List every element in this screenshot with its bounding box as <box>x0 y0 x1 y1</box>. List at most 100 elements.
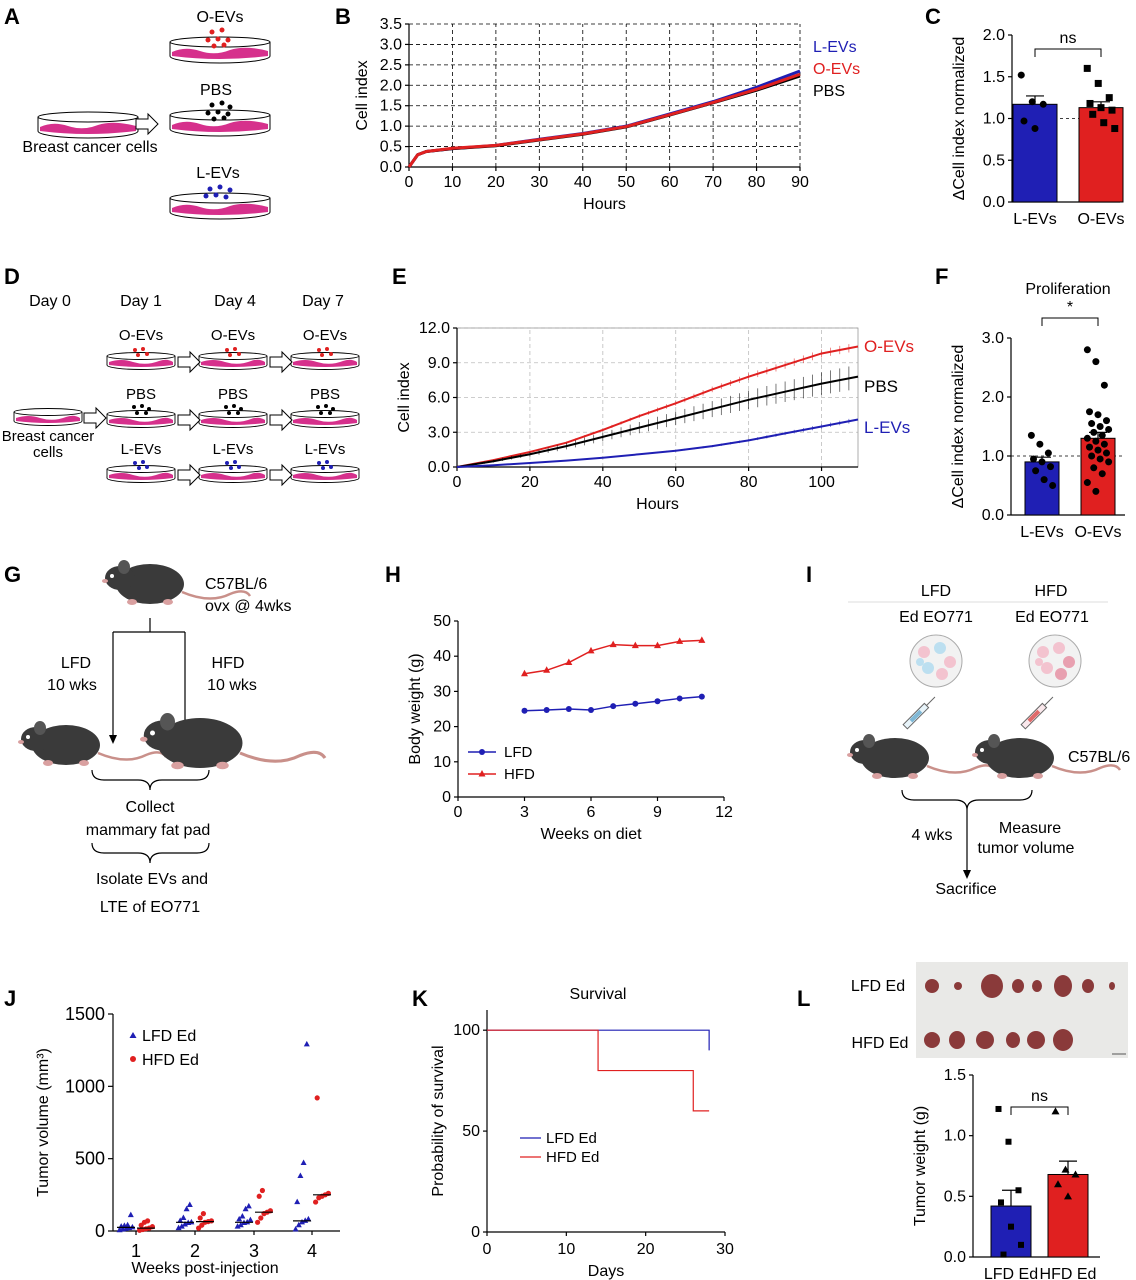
h-y-tick-label: 30 <box>433 683 451 700</box>
f-data-point <box>1036 440 1044 448</box>
d-row2-label-2: PBS <box>218 386 248 403</box>
k-legend-label: LFD Ed <box>546 1130 597 1147</box>
j-data-point <box>127 1211 134 1218</box>
c-data-point <box>1031 125 1039 133</box>
d-dots-l <box>133 460 333 470</box>
d-dish-p-2 <box>198 410 268 428</box>
j-x-tick-label: 4 <box>307 1241 317 1261</box>
l-data-point <box>1051 1107 1060 1115</box>
k-x-tick-label: 20 <box>637 1241 655 1258</box>
d-arrow-4 <box>269 409 293 431</box>
c-data-point <box>1028 98 1036 106</box>
d-row1-label-2: O-EVs <box>211 327 255 344</box>
h-data-point <box>543 707 550 714</box>
j-data-point <box>145 1218 151 1224</box>
g-isolate: Isolate EVs and <box>96 871 208 888</box>
l-x-tick-label: LFD Ed <box>984 1266 1038 1280</box>
d-arrow-2 <box>269 351 293 373</box>
h-data-point <box>632 700 639 707</box>
b-y-tick-label: 0.5 <box>380 139 402 156</box>
l-data-point <box>1061 1165 1070 1173</box>
l-bar-1 <box>1047 1173 1089 1258</box>
b-y-tick-label: 0.0 <box>380 159 402 176</box>
e-y-tick-label: 0.0 <box>428 459 450 476</box>
d-row2-label-1: PBS <box>126 386 156 403</box>
h-y-label: Body weight (g) <box>407 653 424 764</box>
j-data-point <box>237 1221 244 1228</box>
b-x-tick-label: 90 <box>791 174 809 191</box>
panel-letter-c: C <box>925 4 941 29</box>
f-data-point <box>1090 428 1098 436</box>
e-line-label: L-EVs <box>864 418 910 437</box>
f-x-tick-label: L-EVs <box>1020 524 1064 541</box>
f-data-point <box>1096 423 1104 430</box>
i-brace <box>901 789 1033 811</box>
j-data-point <box>239 1213 246 1219</box>
b-x-label: Hours <box>583 196 626 213</box>
panel-d-schematic: Day 0 Day 1 Day 4 Day 7 O-EVs O-EVs O-EV… <box>2 293 360 486</box>
d-dish-cells <box>13 408 83 426</box>
j-data-point <box>186 1201 193 1207</box>
l-x-tick-label: HFD Ed <box>1040 1266 1097 1280</box>
a-dots-o-evs <box>205 27 231 49</box>
panel-letter-j: J <box>4 986 16 1011</box>
panel-letter-g: G <box>4 562 21 587</box>
e-series-line <box>456 418 859 468</box>
j-data-point <box>297 1172 304 1179</box>
c-data-point <box>1017 71 1025 79</box>
h-data-point <box>565 706 572 712</box>
a-dish-pbs <box>169 109 271 137</box>
b-x-tick-label: 10 <box>444 174 462 191</box>
c-data-point <box>1039 100 1047 108</box>
h-data-point <box>631 641 639 649</box>
d-day-7: Day 7 <box>302 293 344 310</box>
f-data-point <box>1105 458 1113 466</box>
j-data-point <box>183 1205 190 1212</box>
j-data-point <box>129 1223 136 1230</box>
g-mouse-lfd <box>16 719 168 768</box>
l-significance-bracket <box>1010 1106 1069 1115</box>
j-data-point <box>200 1211 206 1217</box>
j-data-point <box>177 1217 184 1223</box>
i-sacrifice: Sacrifice <box>935 881 996 898</box>
a-label-o-evs: O-EVs <box>196 9 243 26</box>
l-data-point <box>1000 1251 1007 1258</box>
charts-layer: 0 10 20 30 40 50 60 70 80 900.00.51.01.52.02.53.0… <box>35 16 1125 1280</box>
d-dish-l-1 <box>106 465 176 483</box>
l-data-point <box>1054 1180 1062 1188</box>
h-legend-marker <box>478 770 486 777</box>
f-y-label: ΔCell index normalized <box>950 345 967 509</box>
b-series-line <box>407 72 801 168</box>
h-y-tick-label: 50 <box>433 613 451 630</box>
g-lfd-weeks: 10 wks <box>47 677 97 694</box>
e-x-tick-label: 80 <box>740 474 758 491</box>
k-title: Survival <box>570 986 627 1003</box>
f-data-point <box>1088 420 1096 428</box>
d-row3-label-3: L-EVs <box>305 441 346 458</box>
e-series-line <box>456 375 859 468</box>
e-x-label: Hours <box>636 496 679 513</box>
panel-letter-l: L <box>797 986 810 1011</box>
f-data-point <box>1083 434 1091 442</box>
f-data-point <box>1083 479 1091 487</box>
f-data-point <box>1094 411 1102 419</box>
j-data-point <box>305 1215 312 1222</box>
j-data-point <box>295 1221 302 1228</box>
j-data-point <box>247 1216 254 1223</box>
panel-letter-k: K <box>412 986 428 1011</box>
d-dots-p <box>132 404 335 415</box>
h-data-point <box>609 640 617 648</box>
f-data-point <box>1032 467 1040 475</box>
l-data-point <box>995 1105 1002 1112</box>
b-axes: 0 10 20 30 40 50 60 70 80 90 0.0 0.5 1.0 1.5 2.0 2.5 3.0… <box>354 16 860 213</box>
f-data-point <box>1038 458 1046 466</box>
d-cells-label-line2: cells <box>33 444 63 461</box>
j-data-point <box>175 1224 182 1231</box>
h-x-label: Weeks on diet <box>540 826 642 843</box>
f-data-point <box>1092 437 1100 445</box>
f-data-point <box>1047 463 1054 471</box>
h-data-point <box>654 698 661 705</box>
b-x-tick-label: 20 <box>487 174 505 191</box>
f-data-point <box>1027 431 1035 439</box>
h-data-point <box>588 707 594 714</box>
